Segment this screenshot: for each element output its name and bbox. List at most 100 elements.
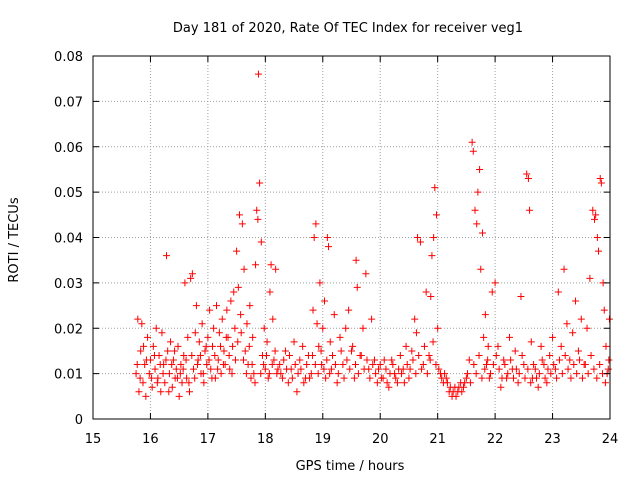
data-point: [520, 361, 528, 369]
data-point: [397, 370, 405, 378]
data-point: [383, 379, 391, 387]
data-point: [605, 315, 613, 323]
data-point: [369, 361, 377, 369]
data-point: [370, 356, 378, 364]
data-point: [269, 315, 277, 323]
data-point: [569, 329, 577, 337]
data-point: [541, 374, 549, 382]
data-point: [293, 388, 301, 396]
data-point: [507, 356, 515, 364]
data-point: [272, 265, 280, 273]
data-point: [326, 370, 334, 378]
data-point: [402, 342, 410, 350]
data-point: [296, 356, 304, 364]
data-point: [257, 238, 265, 246]
data-point: [471, 206, 479, 214]
data-point: [573, 370, 581, 378]
data-point: [550, 361, 558, 369]
data-point: [485, 374, 493, 382]
data-point: [234, 283, 242, 291]
data-point: [360, 365, 368, 373]
data-point: [551, 365, 559, 373]
data-point: [168, 383, 176, 391]
data-point: [177, 361, 185, 369]
data-point: [148, 374, 156, 382]
data-point: [416, 238, 424, 246]
data-point: [299, 342, 307, 350]
y-axis-label: ROTI / TECUs: [7, 197, 22, 282]
data-point: [564, 365, 572, 373]
data-point: [290, 338, 298, 346]
data-point: [186, 388, 194, 396]
y-tick-label: 0.07: [54, 95, 83, 110]
data-point: [438, 374, 446, 382]
data-point: [366, 374, 374, 382]
data-point: [354, 370, 362, 378]
data-point: [308, 351, 316, 359]
data-point: [238, 220, 246, 228]
data-point: [137, 347, 145, 355]
data-point: [400, 379, 408, 387]
data-point: [577, 315, 585, 323]
data-point: [601, 379, 609, 387]
y-tick-label: 0.01: [54, 368, 83, 383]
data-point: [546, 351, 554, 359]
data-point: [279, 374, 287, 382]
data-point: [204, 333, 212, 341]
data-point: [590, 215, 598, 223]
data-point: [176, 370, 184, 378]
data-point: [589, 206, 597, 214]
data-point: [602, 342, 610, 350]
data-point: [312, 220, 320, 228]
data-point: [423, 370, 431, 378]
data-point: [455, 383, 463, 391]
data-point: [218, 315, 226, 323]
data-point: [526, 206, 534, 214]
x-tick-label: 20: [372, 432, 389, 447]
data-point: [171, 347, 179, 355]
chart-title: Day 181 of 2020, Rate Of TEC Index for r…: [173, 21, 523, 36]
data-point: [403, 361, 411, 369]
data-point: [225, 351, 233, 359]
y-tick-label: 0.05: [54, 186, 83, 201]
data-point: [349, 342, 357, 350]
data-point: [205, 356, 213, 364]
data-point: [540, 361, 548, 369]
data-point: [527, 338, 535, 346]
data-point: [535, 370, 543, 378]
data-point: [135, 388, 143, 396]
data-point: [431, 184, 439, 192]
data-point: [195, 338, 203, 346]
data-point: [497, 383, 505, 391]
data-point: [443, 379, 451, 387]
data-point: [230, 288, 238, 296]
data-point: [260, 361, 268, 369]
data-point: [132, 370, 140, 378]
data-point: [462, 374, 470, 382]
data-point: [477, 265, 485, 273]
data-point: [228, 370, 236, 378]
data-point: [219, 361, 227, 369]
data-point: [247, 374, 255, 382]
data-point: [161, 379, 169, 387]
data-point: [419, 361, 427, 369]
data-point: [256, 179, 264, 187]
data-point: [414, 234, 422, 241]
data-point: [576, 356, 584, 364]
data-point: [596, 175, 604, 183]
data-point: [188, 351, 196, 359]
data-point: [524, 175, 532, 183]
data-point: [388, 356, 396, 364]
data-point: [422, 288, 430, 296]
data-point: [199, 370, 207, 378]
data-point: [352, 256, 360, 264]
data-point: [480, 333, 488, 341]
data-point: [173, 374, 181, 382]
data-point: [430, 234, 438, 241]
data-point: [214, 365, 222, 373]
data-point: [426, 356, 434, 364]
data-point: [251, 379, 259, 387]
data-point: [307, 370, 315, 378]
data-point: [343, 356, 351, 364]
data-point: [372, 370, 380, 378]
